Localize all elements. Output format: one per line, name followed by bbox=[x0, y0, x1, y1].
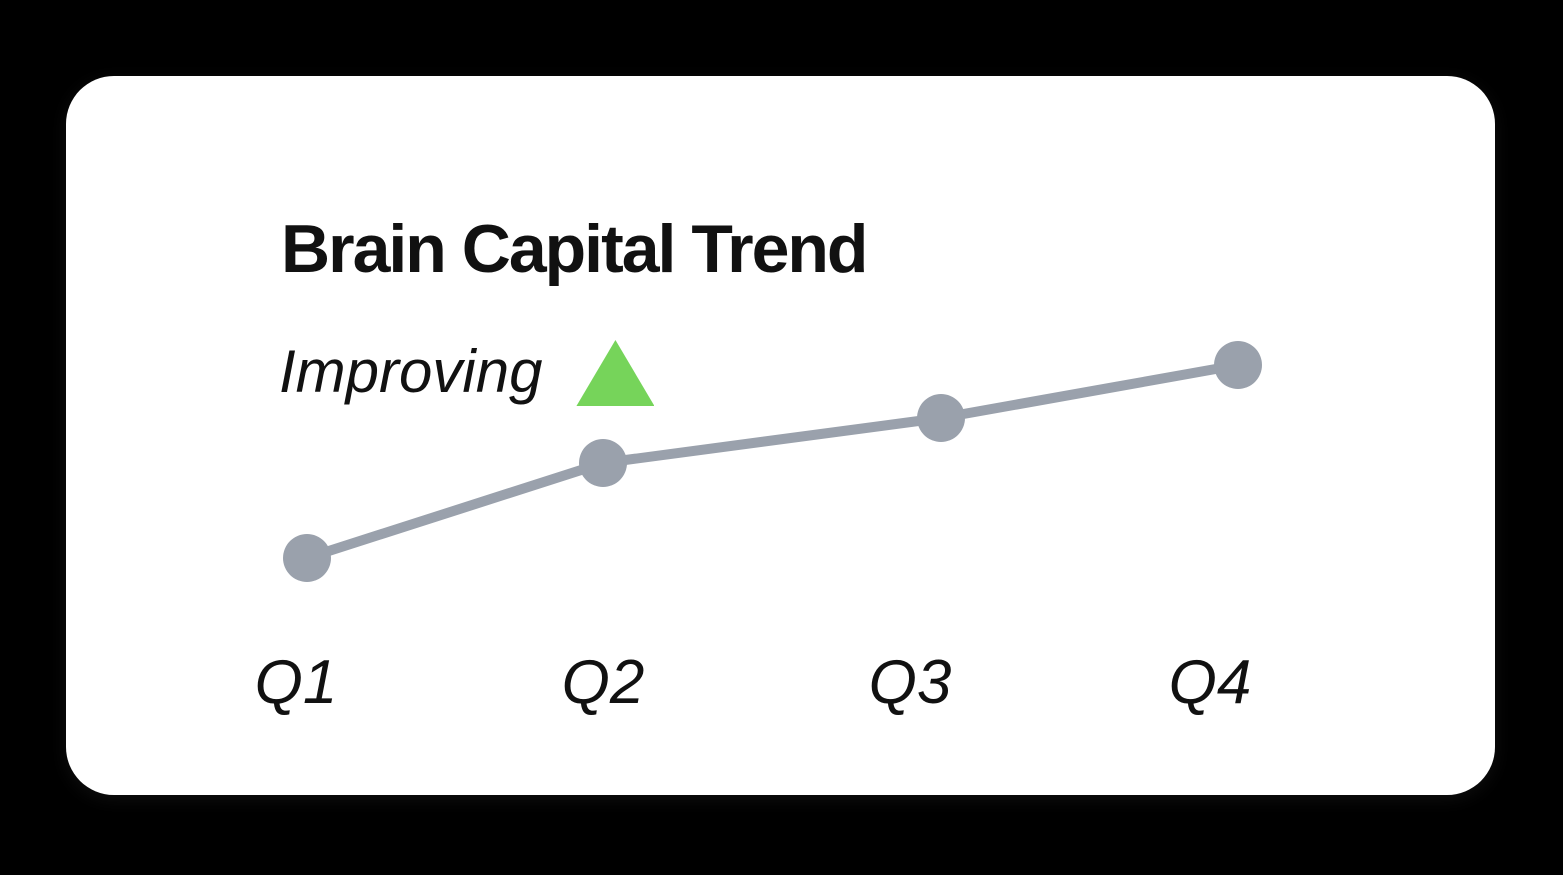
x-axis-label-q2: Q2 bbox=[561, 648, 645, 717]
x-axis-labels: Q1 Q2 Q3 Q4 bbox=[0, 652, 1563, 732]
card-title: Brain Capital Trend bbox=[281, 211, 868, 287]
x-axis-label-q4: Q4 bbox=[1168, 648, 1252, 717]
x-axis-label-q1: Q1 bbox=[254, 648, 338, 717]
trend-indicator: Improving bbox=[279, 336, 655, 406]
trend-up-triangle-icon bbox=[576, 340, 655, 406]
trend-label: Improving bbox=[279, 337, 543, 405]
x-axis-label-q3: Q3 bbox=[868, 648, 952, 717]
